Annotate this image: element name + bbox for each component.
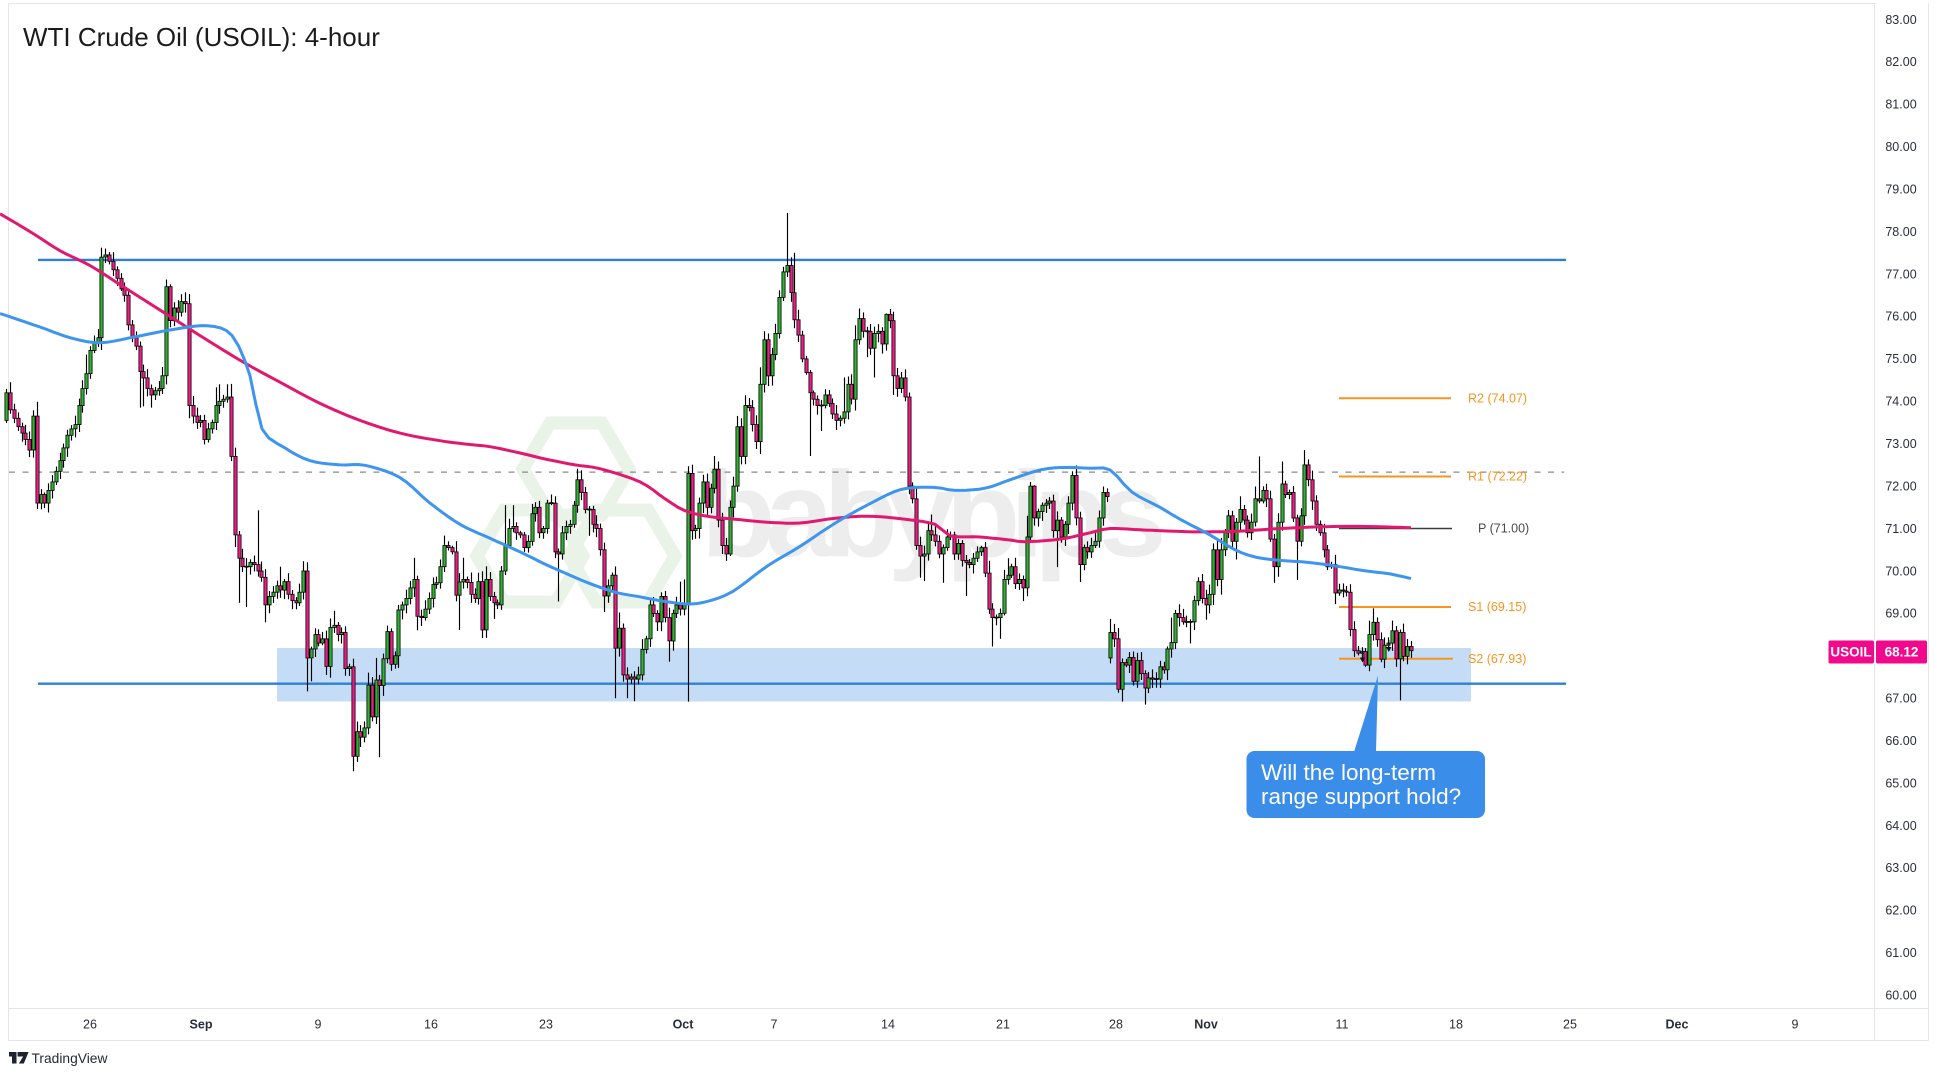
svg-text:82.00: 82.00 — [1885, 55, 1916, 69]
svg-text:83.00: 83.00 — [1885, 13, 1916, 27]
svg-text:74.00: 74.00 — [1885, 395, 1916, 409]
svg-text:P (71.00): P (71.00) — [1478, 522, 1529, 536]
svg-text:S1 (69.15): S1 (69.15) — [1468, 600, 1526, 614]
svg-text:14: 14 — [881, 1018, 895, 1032]
svg-text:81.00: 81.00 — [1885, 98, 1916, 112]
svg-text:28: 28 — [1109, 1018, 1123, 1032]
svg-text:62.00: 62.00 — [1885, 904, 1916, 918]
svg-text:7: 7 — [771, 1018, 778, 1032]
svg-text:16: 16 — [424, 1018, 438, 1032]
svg-text:73.00: 73.00 — [1885, 437, 1916, 451]
svg-text:Nov: Nov — [1194, 1018, 1218, 1032]
svg-text:R2 (74.07): R2 (74.07) — [1468, 391, 1527, 405]
svg-text:66.00: 66.00 — [1885, 734, 1916, 748]
svg-text:26: 26 — [83, 1018, 97, 1032]
svg-text:65.00: 65.00 — [1885, 776, 1916, 790]
svg-text:69.00: 69.00 — [1885, 607, 1916, 621]
svg-text:23: 23 — [539, 1018, 553, 1032]
svg-text:Sep: Sep — [190, 1018, 213, 1032]
svg-text:21: 21 — [996, 1018, 1010, 1032]
svg-text:9: 9 — [1792, 1018, 1799, 1032]
svg-text:63.00: 63.00 — [1885, 861, 1916, 875]
svg-text:11: 11 — [1336, 1018, 1349, 1032]
svg-text:68.12: 68.12 — [1885, 645, 1919, 660]
svg-text:72.00: 72.00 — [1885, 479, 1916, 493]
svg-text:S2 (67.93): S2 (67.93) — [1468, 652, 1526, 666]
svg-text:Dec: Dec — [1666, 1018, 1689, 1032]
svg-text:78.00: 78.00 — [1885, 225, 1916, 239]
svg-text:USOIL: USOIL — [1830, 645, 1871, 660]
svg-text:75.00: 75.00 — [1885, 352, 1916, 366]
svg-text:60.00: 60.00 — [1885, 989, 1916, 1003]
svg-text:67.00: 67.00 — [1885, 692, 1916, 706]
svg-text:25: 25 — [1563, 1018, 1577, 1032]
svg-text:71.00: 71.00 — [1885, 522, 1916, 536]
svg-text:WTI Crude Oil (USOIL): 4-hour: WTI Crude Oil (USOIL): 4-hour — [23, 22, 380, 52]
svg-text:babypips: babypips — [701, 446, 1162, 582]
svg-text:80.00: 80.00 — [1885, 140, 1916, 154]
svg-text:18: 18 — [1449, 1018, 1463, 1032]
svg-text:Will the long-term: Will the long-term — [1261, 760, 1436, 785]
svg-text:Oct: Oct — [673, 1018, 695, 1032]
svg-text:TradingView: TradingView — [32, 1051, 108, 1066]
svg-text:77.00: 77.00 — [1885, 267, 1916, 281]
svg-text:76.00: 76.00 — [1885, 310, 1916, 324]
svg-text:R1 (72.22): R1 (72.22) — [1468, 470, 1527, 484]
svg-text:70.00: 70.00 — [1885, 564, 1916, 578]
svg-text:61.00: 61.00 — [1885, 946, 1916, 960]
svg-text:79.00: 79.00 — [1885, 183, 1916, 197]
svg-text:9: 9 — [315, 1018, 322, 1032]
svg-text:64.00: 64.00 — [1885, 819, 1916, 833]
svg-text:range support hold?: range support hold? — [1261, 784, 1461, 809]
